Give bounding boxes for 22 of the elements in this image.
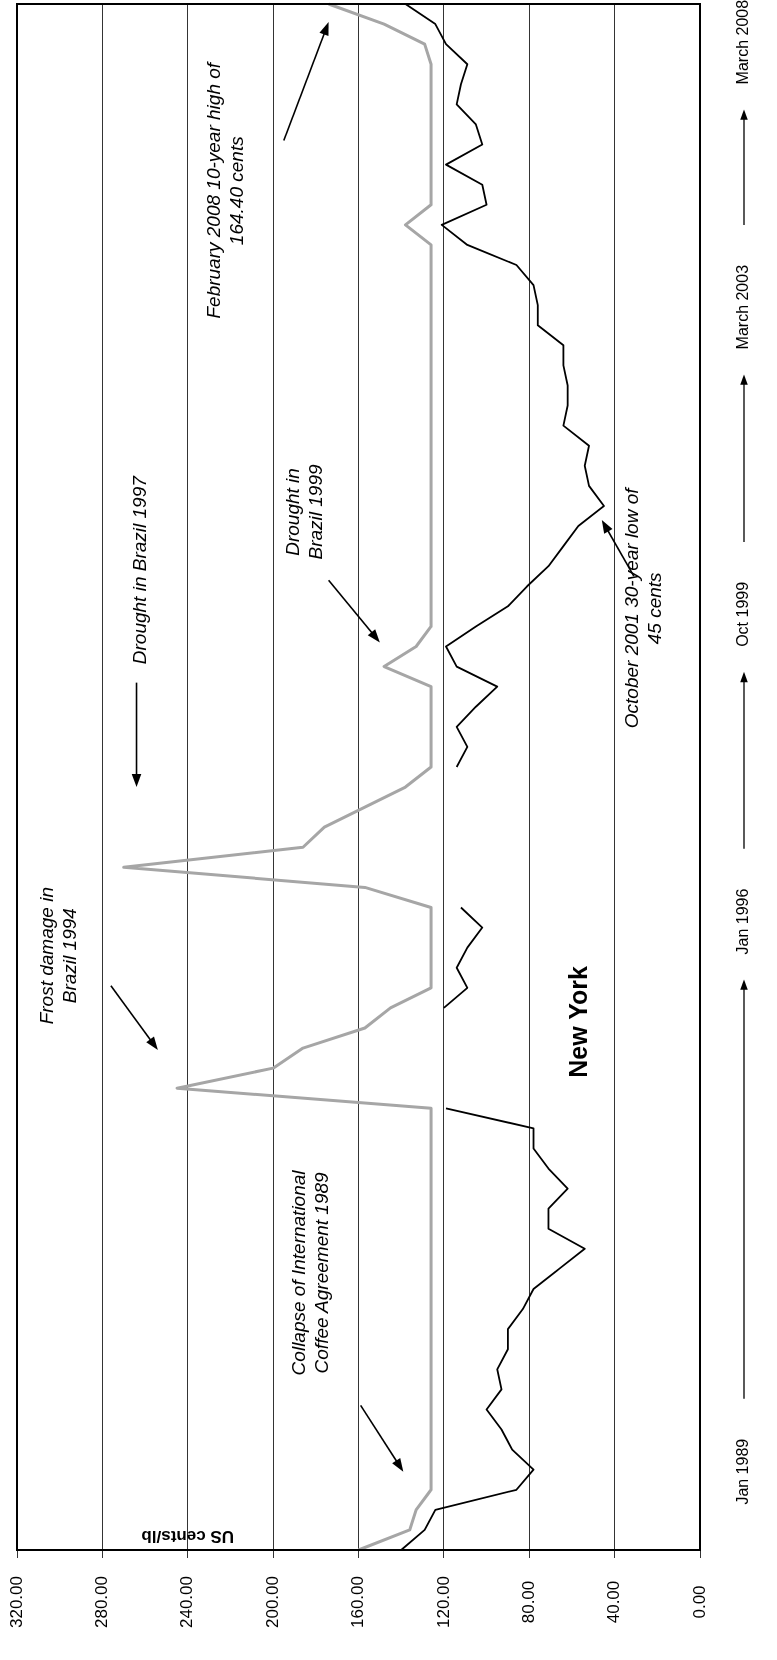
- annotation: Frost damage in Brazil 1994: [36, 887, 81, 1025]
- x-axis-title: US cents/lb: [141, 1527, 235, 1547]
- text: March 2008: [734, 0, 752, 85]
- x-tick-label: 120.00: [433, 1576, 453, 1628]
- x-tick-label: 280.00: [92, 1576, 112, 1628]
- text: Jan 1996: [734, 888, 752, 955]
- x-tick-label: 160.00: [348, 1576, 368, 1628]
- annotation: February 2008 10-year high of 164.40 cents: [202, 61, 247, 319]
- x-tick-label: 320.00: [6, 1576, 26, 1628]
- x-tick-label: 40.00: [604, 1580, 624, 1624]
- annotation: Collapse of International Coffee Agreement 1989: [288, 1169, 333, 1376]
- text: Jan 1989: [734, 1438, 752, 1505]
- x-tick-label: 80.00: [518, 1580, 538, 1624]
- text: March 2003: [734, 264, 752, 350]
- text: Oct 1999: [734, 581, 752, 647]
- x-tick-label: 240.00: [177, 1576, 197, 1628]
- x-tick-label: 200.00: [262, 1576, 282, 1628]
- x-tick-label: 0.00: [689, 1585, 709, 1619]
- annotation: Drought in Brazil 1997: [129, 474, 151, 665]
- text: New York: [564, 966, 593, 1078]
- annotation: October 2001 30-year low of 45 cents: [621, 486, 666, 729]
- annotation: Drought in Brazil 1999: [281, 464, 326, 560]
